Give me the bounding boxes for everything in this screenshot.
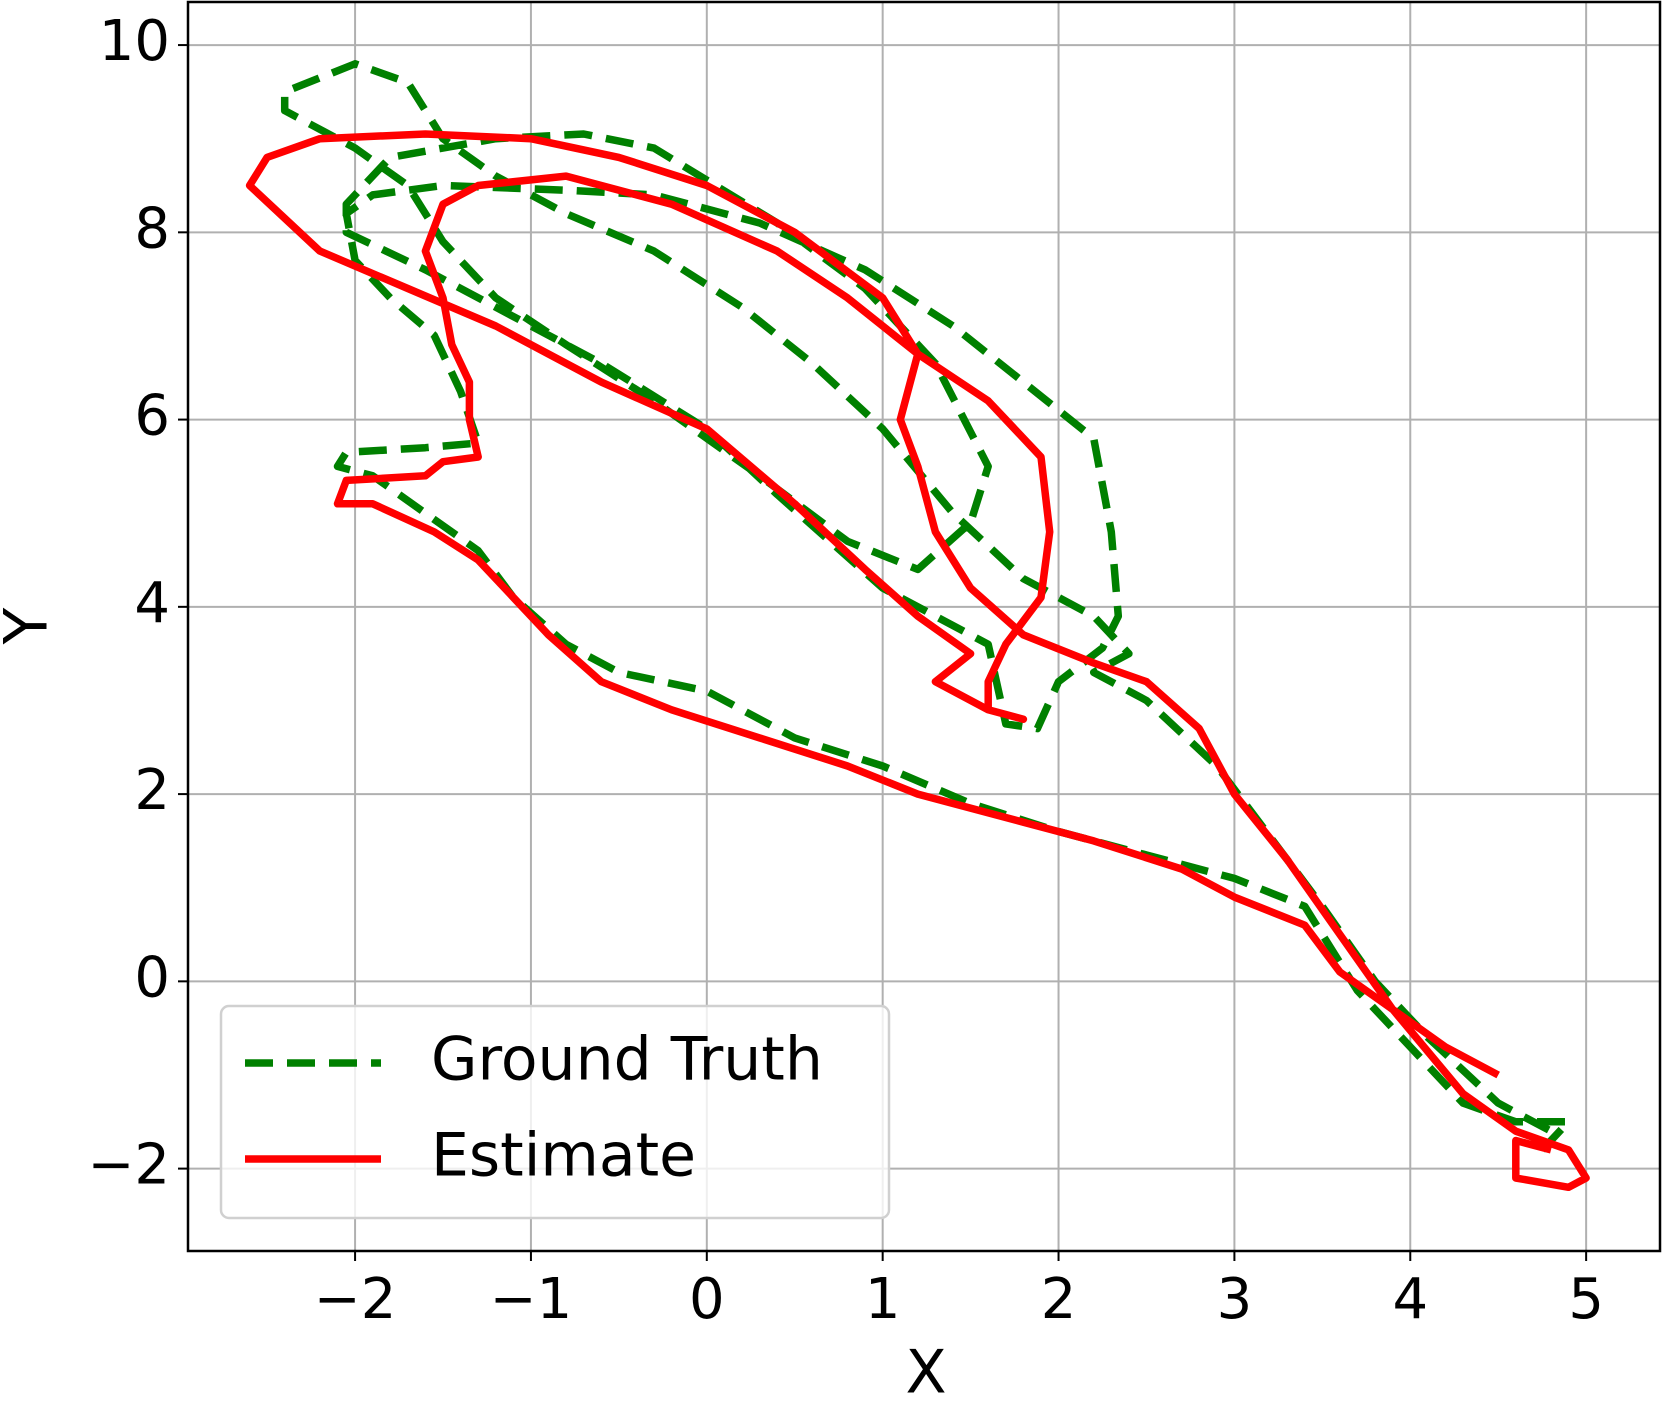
- x-tick-label: −2: [314, 1267, 397, 1332]
- x-tick-label: 0: [689, 1267, 725, 1332]
- y-tick-label: 2: [134, 758, 170, 823]
- y-tick-label: −2: [87, 1133, 170, 1198]
- x-tick-label: 2: [1041, 1267, 1077, 1332]
- y-tick-label: 8: [134, 196, 170, 261]
- x-tick-label: 1: [865, 1267, 901, 1332]
- y-tick-label: 10: [99, 9, 170, 74]
- y-tick-label: 6: [134, 384, 170, 449]
- x-tick-label: 4: [1392, 1267, 1428, 1332]
- legend-box: [219, 1004, 891, 1220]
- x-axis-label: X: [905, 1338, 946, 1408]
- y-tick-label: 4: [134, 571, 170, 636]
- trajectory-line: [245, 130, 1590, 1192]
- y-axis-label: Y: [0, 607, 62, 645]
- x-tick-label: 3: [1217, 1267, 1253, 1332]
- legend-label: Ground Truth: [431, 1025, 823, 1095]
- plot-frame: [186, 0, 1662, 1253]
- x-tick-label: −1: [490, 1267, 573, 1332]
- y-tick-label: 0: [134, 945, 170, 1010]
- x-tick-label: 5: [1568, 1267, 1604, 1332]
- legend-label: Estimate: [431, 1121, 696, 1191]
